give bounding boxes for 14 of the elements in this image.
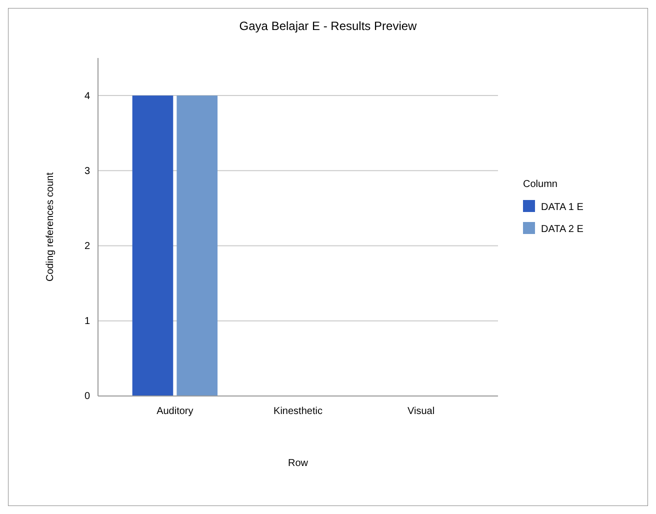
legend-label: DATA 1 E: [541, 202, 584, 213]
y-tick-label: 1: [84, 316, 90, 328]
y-tick-label: 2: [84, 240, 90, 252]
y-tick-label: 0: [84, 391, 90, 402]
chart-title: Gaya Belajar E - Results Preview: [239, 19, 418, 33]
x-tick-label: Kinesthetic: [274, 406, 322, 417]
y-axis-title: Coding references count: [45, 172, 56, 282]
y-tick-label: 4: [84, 90, 90, 102]
legend-title: Column: [523, 179, 558, 190]
x-tick-label: Visual: [408, 406, 435, 417]
legend-label: DATA 2 E: [541, 224, 584, 235]
x-axis-title: Row: [288, 458, 309, 469]
y-tick-label: 3: [84, 166, 90, 177]
x-tick-label: Auditory: [156, 406, 194, 417]
